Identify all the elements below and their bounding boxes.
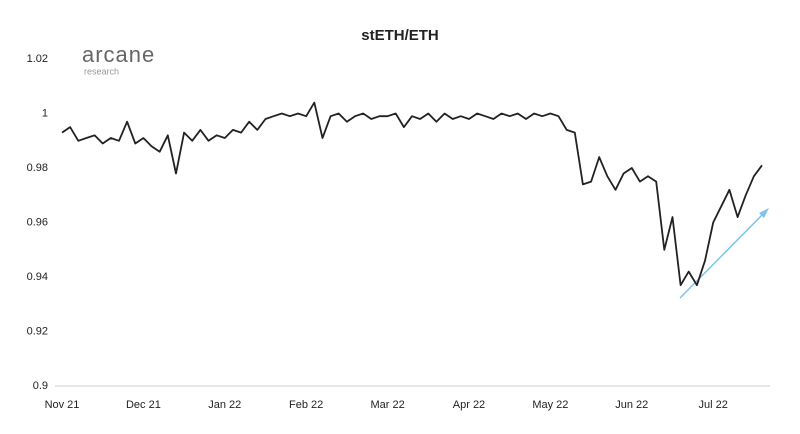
y-tick-label: 0.96 — [27, 216, 48, 228]
logo-sub: research — [84, 66, 119, 76]
price-line — [61, 101, 763, 287]
y-tick-label: 1 — [42, 107, 48, 119]
y-tick-label: 0.92 — [27, 325, 48, 337]
x-tick-label: Nov 21 — [45, 399, 80, 411]
chart-title: stETH/ETH — [361, 27, 439, 44]
x-tick-label: May 22 — [532, 399, 568, 411]
x-tick-label: Feb 22 — [289, 399, 323, 411]
x-tick-label: Dec 21 — [126, 399, 161, 411]
x-tick-label: Jan 22 — [208, 399, 241, 411]
y-tick-label: 0.9 — [33, 380, 48, 392]
y-tick-label: 0.94 — [27, 271, 48, 283]
x-tick-label: Mar 22 — [370, 399, 404, 411]
trend-arrow — [679, 211, 766, 299]
x-tick-label: Jul 22 — [698, 399, 727, 411]
y-tick-label: 0.98 — [27, 162, 48, 174]
x-tick-label: Jun 22 — [615, 399, 648, 411]
arrow-head — [759, 208, 769, 218]
logo: arcane — [82, 42, 155, 67]
x-tick-label: Apr 22 — [453, 399, 485, 411]
y-tick-label: 1.02 — [27, 53, 48, 65]
